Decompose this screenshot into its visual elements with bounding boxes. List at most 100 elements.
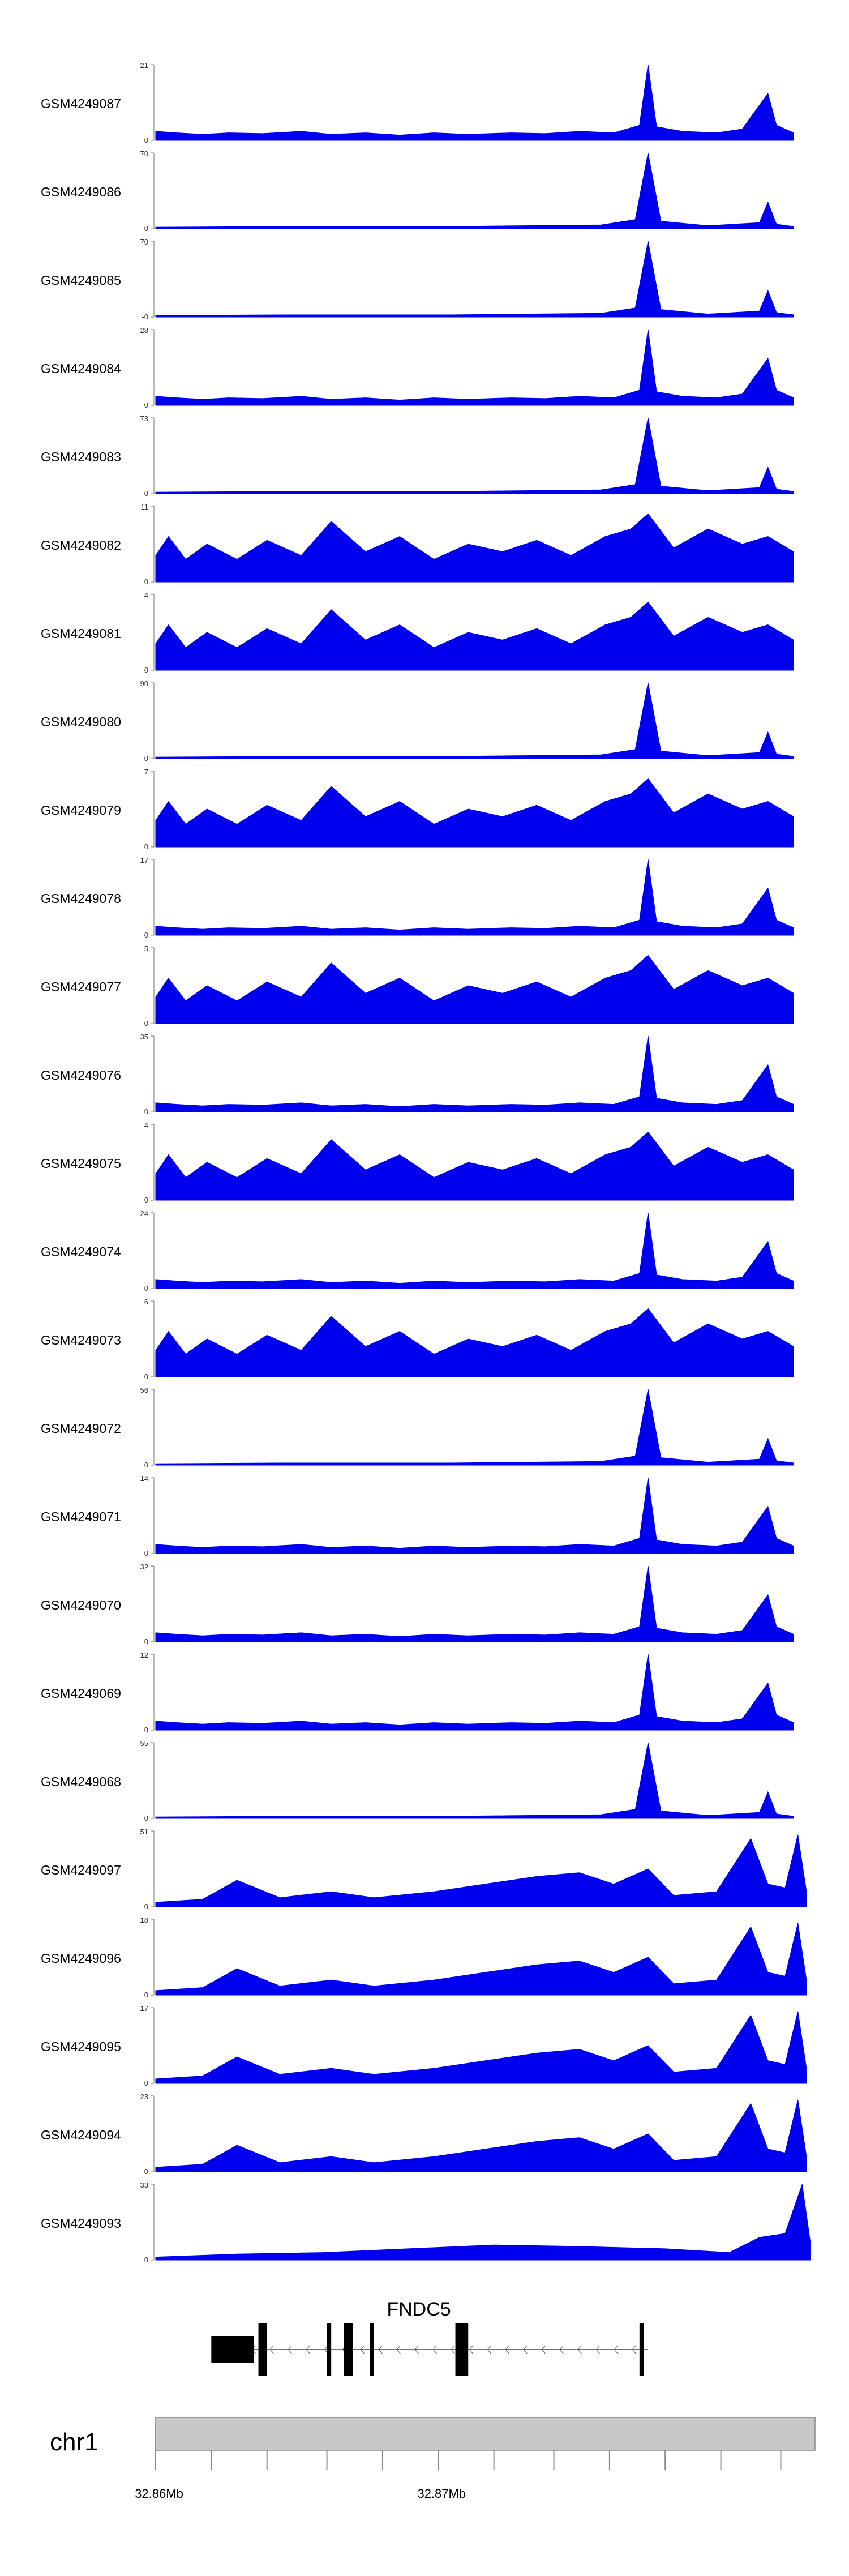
y-min-label: 0 (144, 401, 148, 409)
coverage-area (155, 1308, 794, 1377)
strand-arrow (269, 2345, 274, 2354)
track-label: GSM4249072 (41, 1421, 121, 1436)
track-label: GSM4249087 (41, 96, 121, 111)
track-GSM4249083: GSM4249083 73 0 (41, 414, 794, 498)
y-min-label: 0 (144, 1637, 148, 1646)
strand-arrow (614, 2345, 618, 2354)
y-max-label: 33 (140, 2181, 148, 2189)
track-label: GSM4249083 (41, 450, 121, 464)
coverage-area (155, 778, 794, 848)
strand-arrow (487, 2345, 491, 2354)
y-min-label: -0 (142, 313, 148, 321)
strand-arrow (469, 2345, 473, 2354)
y-max-label: 21 (140, 61, 148, 70)
track-GSM4249082: GSM4249082 11 0 (41, 503, 794, 586)
axis-tick-label: 32.86Mb (135, 2487, 183, 2501)
track-label: GSM4249068 (41, 1774, 121, 1789)
y-max-label: 90 (140, 679, 148, 688)
y-min-label: 0 (144, 1461, 148, 1469)
y-max-label: 18 (140, 1916, 148, 1924)
strand-arrow (595, 2345, 600, 2354)
y-min-label: 0 (144, 2079, 148, 2087)
track-label: GSM4249097 (41, 1863, 121, 1877)
y-max-label: 23 (140, 2093, 148, 2101)
axis-ticks: 32.86Mb 32.87Mb (135, 2450, 782, 2501)
y-max-label: 70 (140, 238, 148, 246)
track-label: GSM4249069 (41, 1686, 121, 1701)
track-GSM4249076: GSM4249076 35 0 (41, 1033, 794, 1116)
track-GSM4249078: GSM4249078 17 0 (41, 856, 794, 939)
track-GSM4249094: GSM4249094 23 0 (41, 2093, 807, 2176)
track-label: GSM4249085 (41, 273, 121, 288)
y-max-label: 6 (144, 1298, 148, 1306)
track-GSM4249096: GSM4249096 18 0 (41, 1916, 807, 1999)
track-label: GSM4249073 (41, 1333, 121, 1347)
y-max-label: 73 (140, 414, 148, 423)
strand-arrow (432, 2345, 437, 2354)
strand-arrow (378, 2345, 383, 2354)
coverage-area (155, 1923, 807, 1996)
track-GSM4249071: GSM4249071 14 0 (41, 1474, 794, 1557)
track-label: GSM4249078 (41, 891, 121, 906)
strand-arrow (306, 2345, 310, 2354)
y-min-label: 0 (144, 136, 148, 144)
coverage-area (155, 1131, 794, 1201)
track-label: GSM4249080 (41, 714, 121, 729)
exon-block (639, 2323, 644, 2376)
y-max-label: 7 (144, 768, 148, 776)
y-min-label: 0 (144, 754, 148, 763)
coverage-area (155, 64, 794, 141)
track-label: GSM4249071 (41, 1509, 121, 1524)
y-max-label: 4 (144, 591, 148, 600)
strand-arrow (360, 2345, 365, 2354)
y-max-label: 35 (140, 1033, 148, 1041)
y-max-label: 55 (140, 1739, 148, 1748)
track-GSM4249093: GSM4249093 33 0 (41, 2181, 811, 2264)
y-min-label: 0 (144, 1107, 148, 1116)
strand-arrow (541, 2345, 546, 2354)
track-GSM4249079: GSM4249079 7 0 (41, 768, 794, 851)
coverage-area (155, 682, 794, 759)
track-label: GSM4249095 (41, 2039, 121, 2054)
gene-structure (211, 2323, 648, 2376)
y-max-label: 70 (140, 149, 148, 158)
track-label: GSM4249093 (41, 2216, 121, 2231)
coverage-area (155, 2184, 811, 2261)
y-max-label: 51 (140, 1828, 148, 1836)
track-GSM4249086: GSM4249086 70 0 (41, 149, 794, 233)
y-max-label: 12 (140, 1651, 148, 1659)
y-min-label: 0 (144, 1284, 148, 1293)
y-max-label: 4 (144, 1121, 148, 1129)
track-GSM4249084: GSM4249084 28 0 (41, 326, 794, 409)
y-min-label: 0 (144, 1019, 148, 1028)
strand-arrow (632, 2345, 636, 2354)
coverage-area (155, 955, 794, 1024)
track-GSM4249085: GSM4249085 70 -0 (41, 238, 794, 321)
track-label: GSM4249084 (41, 361, 121, 376)
y-max-label: 24 (140, 1209, 148, 1218)
y-min-label: 0 (144, 1902, 148, 1911)
y-max-label: 28 (140, 326, 148, 335)
track-GSM4249070: GSM4249070 32 0 (41, 1563, 794, 1646)
exon-block (370, 2323, 374, 2376)
exon-block (327, 2323, 332, 2376)
strand-arrow (324, 2345, 328, 2354)
y-min-label: 0 (144, 931, 148, 939)
y-max-label: 56 (140, 1386, 148, 1394)
utr-block (211, 2336, 254, 2363)
exon-block (455, 2323, 469, 2376)
strand-arrow (559, 2345, 564, 2354)
y-max-label: 5 (144, 944, 148, 953)
strand-arrow (288, 2345, 292, 2354)
coverage-area (155, 1565, 794, 1642)
track-GSM4249073: GSM4249073 6 0 (41, 1298, 794, 1381)
coverage-area (155, 329, 794, 406)
y-max-label: 14 (140, 1474, 148, 1483)
strand-arrow (505, 2345, 509, 2354)
coverage-area (155, 1212, 794, 1289)
coverage-area (155, 859, 794, 936)
y-max-label: 32 (140, 1563, 148, 1571)
y-min-label: 0 (144, 577, 148, 586)
gene-name-label: FNDC5 (387, 2299, 451, 2320)
